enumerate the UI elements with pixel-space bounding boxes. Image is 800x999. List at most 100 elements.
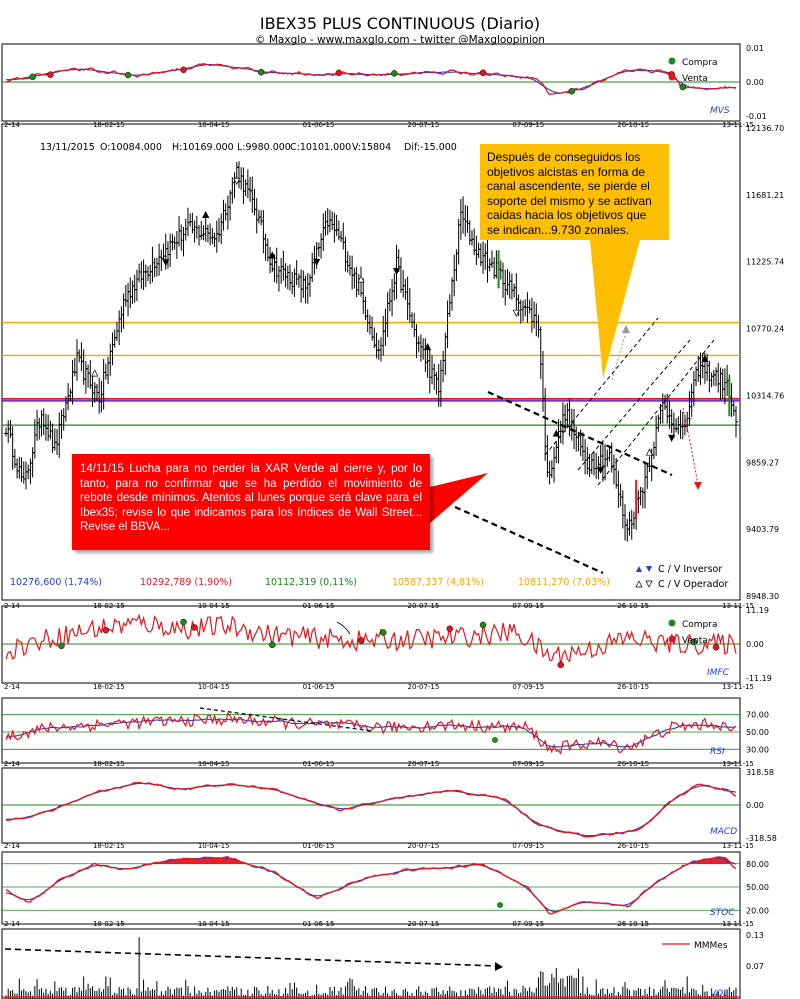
x-tick-label: 10-04-15 <box>198 683 230 691</box>
projection-up-dotted <box>611 331 627 381</box>
x-tick-label: 2-14 <box>4 683 20 691</box>
macd-signal-line <box>5 782 737 837</box>
x-tick-label: 20-07-15 <box>408 920 440 928</box>
ohlc-info-high: H:10169.000 <box>172 142 234 153</box>
x-tick-label: 10-04-15 <box>198 842 230 850</box>
x-tick-label: 10-04-15 <box>198 121 230 129</box>
venta-signal <box>47 71 54 78</box>
legend-operador-down-icon <box>645 580 653 588</box>
y-tick-label: -11.19 <box>746 674 772 683</box>
y-tick-label: 20.00 <box>746 906 769 915</box>
x-tick-label: 26-10-15 <box>617 920 649 928</box>
compra-signal <box>479 621 487 629</box>
panel-name-macd: MACD <box>710 827 737 837</box>
ohlc-info-close: C:10101.000 <box>290 142 351 153</box>
x-tick-label: 13-11-15 <box>722 683 754 691</box>
imfc-red-line <box>5 613 737 666</box>
x-tick-label: 18-02-15 <box>93 760 125 768</box>
signal-triangle <box>424 343 432 351</box>
signal-triangle <box>233 177 241 186</box>
ohlc-info-open: O:10084.000 <box>100 142 162 153</box>
y-tick-label: 0.00 <box>746 640 764 649</box>
y-tick-label: 11.19 <box>746 606 769 615</box>
compra-signal <box>679 83 686 91</box>
rsi-blue-line <box>6 718 737 748</box>
x-tick-label: 01-06-15 <box>303 920 335 928</box>
y-tick-label: 0.07 <box>746 962 764 971</box>
macd-line <box>5 781 737 838</box>
signal-triangle <box>313 258 321 266</box>
x-tick-label: 13-11-15 <box>722 760 754 768</box>
x-tick-label: 01-06-15 <box>303 760 335 768</box>
projection-down-arrowhead-red <box>694 482 702 490</box>
x-tick-label: 20-07-15 <box>408 760 440 768</box>
panel-name-mvs: MVS <box>710 106 730 116</box>
level-value-label: 10292,789 (1,90%) <box>140 577 232 588</box>
x-tick-label: 13-11-15 <box>722 121 754 129</box>
venta-signal <box>191 624 198 631</box>
x-tick-label: 18-02-15 <box>93 920 125 928</box>
level-value-label: 10276,600 (1,74%) <box>10 577 102 588</box>
venta-signal <box>335 69 343 77</box>
x-tick-label: 07-09-15 <box>512 920 544 928</box>
signal-triangle <box>701 354 709 362</box>
x-tick-label: 10-04-15 <box>198 760 230 768</box>
y-tick-label: 9403.79 <box>746 525 779 534</box>
x-tick-label: 18-02-15 <box>93 842 125 850</box>
panel-frame-vol <box>1 928 741 999</box>
y-tick-label: 10314.76 <box>746 391 784 400</box>
legend-operador-label: C / V Operador <box>658 579 728 590</box>
signal-triangle <box>91 369 99 377</box>
ohlc-info-dif: Dif:-15.000 <box>404 142 457 153</box>
signal-triangle <box>357 275 365 283</box>
legend-mmmes-label: MMMes <box>694 941 728 951</box>
callout-yellow-pointer <box>590 240 640 378</box>
y-tick-label: 0.00 <box>746 801 764 810</box>
compra-signal <box>29 73 36 81</box>
compra-signal <box>391 70 398 77</box>
ohlc-info-low: L:9980.000 <box>237 142 291 153</box>
y-tick-label: 0.00 <box>746 78 764 87</box>
legend-compra-marker <box>668 619 676 627</box>
x-tick-label: 26-10-15 <box>617 842 649 850</box>
legend-operador-up-icon <box>635 580 643 588</box>
x-tick-label: 26-10-15 <box>617 683 649 691</box>
callout-red-note: 14/11/15 Lucha para no perder la XAR Ver… <box>72 454 430 550</box>
ohlc-info-volume: V:15804 <box>352 142 391 153</box>
compra-signal <box>379 629 387 636</box>
compra-signal <box>180 618 187 626</box>
panel-name-stoc: STOC <box>710 908 735 918</box>
panel-name-rsi: RSI <box>710 747 725 757</box>
y-tick-label: 80.00 <box>746 860 769 869</box>
projection-down-dotted-red <box>682 407 699 486</box>
x-tick-label: 20-07-15 <box>408 842 440 850</box>
stoc-k-line <box>5 856 737 915</box>
x-tick-label: 2-14 <box>4 842 20 850</box>
legend-venta-label: Venta <box>682 74 708 84</box>
x-tick-label: 20-07-15 <box>408 683 440 691</box>
panel-frame-stoc <box>1 851 741 925</box>
y-tick-label: 318.58 <box>746 768 774 777</box>
venta-signal <box>479 69 487 77</box>
y-tick-label: -318.58 <box>746 834 777 843</box>
legend-inversor-down-icon <box>646 566 652 572</box>
y-tick-label: 8948.30 <box>746 592 779 601</box>
rsi-compra-signal <box>492 737 498 743</box>
legend-compra-label: Compra <box>682 620 718 630</box>
stoc-compra-signal <box>497 902 503 908</box>
chart-title: IBEX35 PLUS CONTINUOUS (Diario) <box>259 14 541 33</box>
trendline-bearish-channel-top <box>487 390 673 477</box>
signal-triangle <box>597 466 605 474</box>
x-tick-label: 07-09-15 <box>512 760 544 768</box>
callout-red-pointer <box>430 473 488 523</box>
x-tick-label: 18-02-15 <box>93 683 125 691</box>
y-tick-label: 9859.27 <box>746 458 779 467</box>
y-tick-label: 11681.21 <box>746 191 784 200</box>
venta-signal <box>357 637 365 644</box>
mvs-blue-line <box>5 64 737 94</box>
signal-triangle <box>645 448 654 456</box>
legend-compra-label: Compra <box>682 58 718 68</box>
x-tick-label: 01-06-15 <box>303 683 335 691</box>
y-tick-label: 50.00 <box>746 883 769 892</box>
